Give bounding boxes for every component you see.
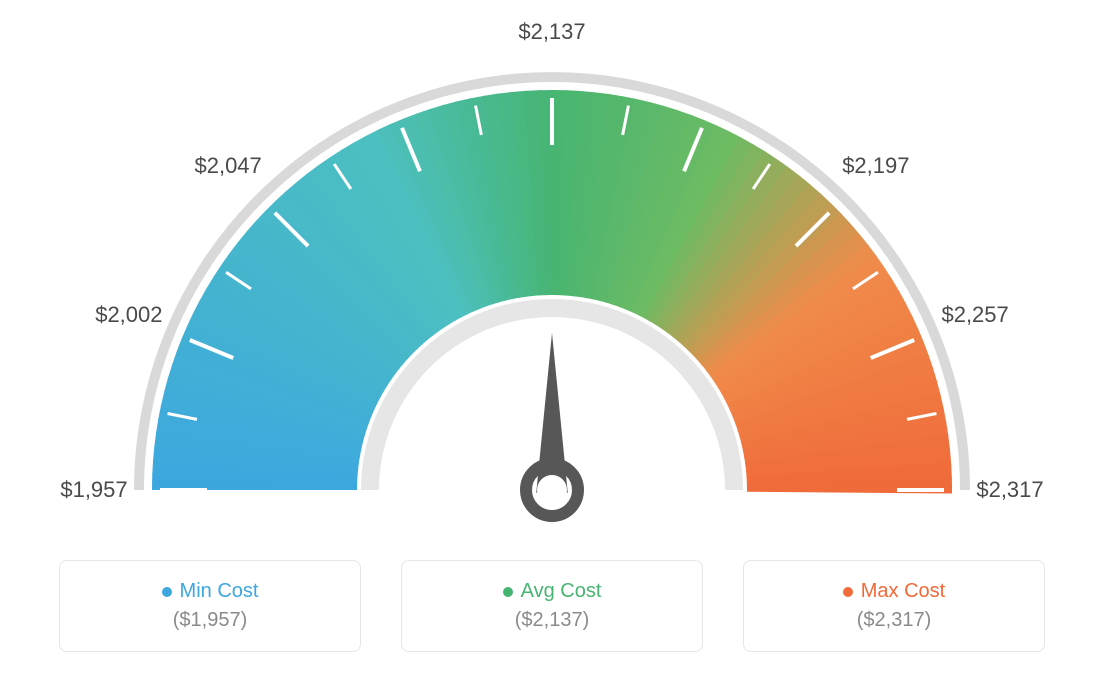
gauge-svg [0,0,1104,540]
gauge-tick-label: $2,002 [95,302,162,328]
legend-row: Min Cost ($1,957) Avg Cost ($2,137) Max … [0,560,1104,652]
legend-min-label: Min Cost [180,580,259,603]
legend-avg-title-row: Avg Cost [503,580,602,603]
legend-avg-label: Avg Cost [521,580,602,603]
gauge-tick-label: $2,047 [194,153,261,179]
gauge-hub-hole [537,475,567,505]
legend-max-title-row: Max Cost [843,580,945,603]
legend-min-title-row: Min Cost [162,580,259,603]
legend-max-label: Max Cost [861,580,945,603]
legend-max: Max Cost ($2,317) [743,560,1045,652]
legend-min-dot [162,587,172,597]
gauge-tick-label: $2,317 [976,477,1043,503]
legend-avg-value: ($2,137) [515,609,590,632]
gauge-chart: $1,957 $2,002 $2,047 $2,137 $2,197 $2,257 $2,3… [0,0,1104,540]
gauge-tick-label: $2,137 [518,19,585,45]
legend-min: Min Cost ($1,957) [59,560,361,652]
legend-max-dot [843,587,853,597]
gauge-tick-label: $2,197 [842,153,909,179]
legend-avg-dot [503,587,513,597]
gauge-tick-label: $1,957 [60,477,127,503]
legend-max-value: ($2,317) [857,609,932,632]
legend-min-value: ($1,957) [173,609,248,632]
legend-avg: Avg Cost ($2,137) [401,560,703,652]
gauge-tick-label: $2,257 [941,302,1008,328]
